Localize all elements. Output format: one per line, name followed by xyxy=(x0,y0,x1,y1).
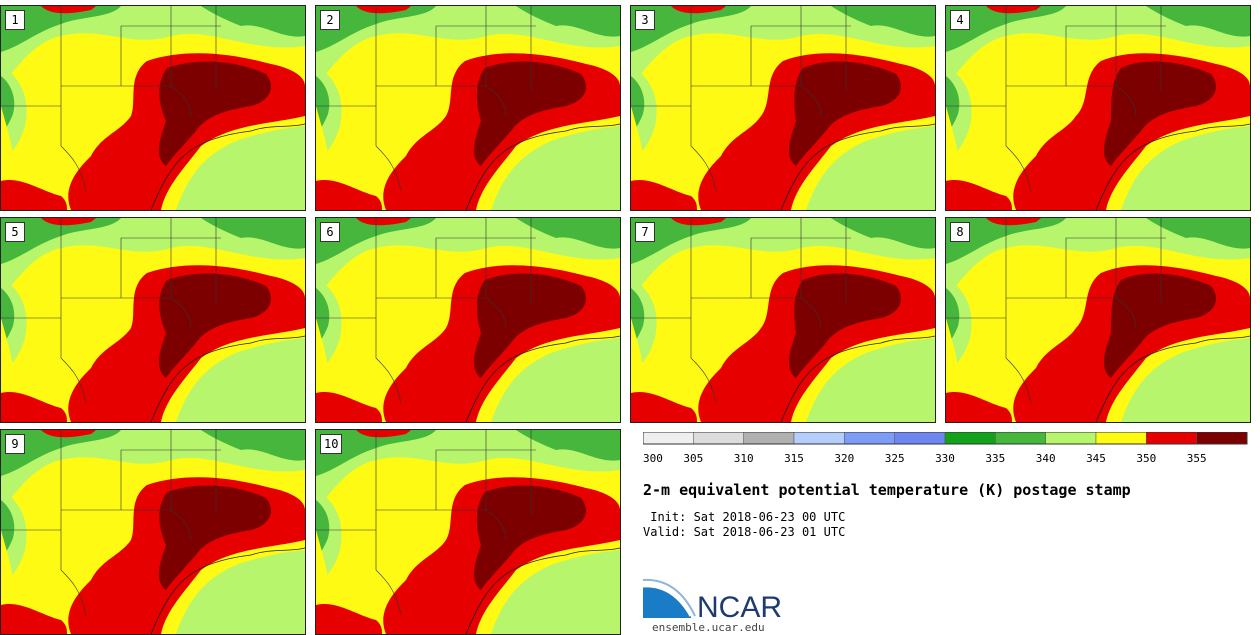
colorbar-tick-label: 300 xyxy=(643,452,663,465)
colorbar-swatch xyxy=(693,432,744,445)
member-label: 3 xyxy=(635,10,655,30)
member-label: 10 xyxy=(320,434,343,454)
member-panel-7: 7 xyxy=(630,217,936,423)
init-time: Init: Sat 2018-06-23 00 UTC xyxy=(643,510,846,524)
colorbar-swatch xyxy=(1045,432,1097,445)
member-label: 4 xyxy=(950,10,970,30)
member-panel-3: 3 xyxy=(630,5,936,211)
colorbar-tick-label: 355 xyxy=(1187,452,1207,465)
colorbar-tick-label: 315 xyxy=(784,452,804,465)
valid-time: Valid: Sat 2018-06-23 01 UTC xyxy=(643,525,846,539)
colorbar-tick-label: 320 xyxy=(834,452,854,465)
colorbar-tick-label: 310 xyxy=(734,452,754,465)
member-panel-10: 10 xyxy=(315,429,621,635)
member-panel-1: 1 xyxy=(0,5,306,211)
colorbar-swatch xyxy=(995,432,1046,445)
member-label: 7 xyxy=(635,222,655,242)
member-label: 9 xyxy=(5,434,25,454)
figure-title: 2-m equivalent potential temperature (K)… xyxy=(643,481,1131,499)
site-url: ensemble.ucar.edu xyxy=(652,621,765,634)
ncar-logo-text: NCAR xyxy=(697,591,782,622)
colorbar-swatch xyxy=(1146,432,1197,445)
colorbar-swatch xyxy=(944,432,996,445)
colorbar-tick-label: 350 xyxy=(1136,452,1156,465)
member-panel-2: 2 xyxy=(315,5,621,211)
colorbar-swatch xyxy=(643,432,694,445)
colorbar-tick-label: 325 xyxy=(885,452,905,465)
colorbar-swatch xyxy=(793,432,845,445)
colorbar-swatch xyxy=(894,432,946,445)
member-label: 1 xyxy=(5,10,25,30)
member-panel-8: 8 xyxy=(945,217,1251,423)
colorbar-tick-label: 330 xyxy=(935,452,955,465)
member-panel-5: 5 xyxy=(0,217,306,423)
colorbar-tick-label: 345 xyxy=(1086,452,1106,465)
member-label: 2 xyxy=(320,10,340,30)
colorbar-swatch xyxy=(844,432,895,445)
ncar-logo: NCAR xyxy=(643,578,782,622)
colorbar-swatch xyxy=(1095,432,1147,445)
member-panel-6: 6 xyxy=(315,217,621,423)
member-label: 5 xyxy=(5,222,25,242)
colorbar-tick-label: 340 xyxy=(1036,452,1056,465)
colorbar: 300 305 310 315 320 325 330 335 340 345 350 355 xyxy=(643,432,1248,465)
colorbar-swatch xyxy=(743,432,795,445)
member-label: 8 xyxy=(950,222,970,242)
colorbar-tick-label: 305 xyxy=(683,452,703,465)
member-panel-9: 9 xyxy=(0,429,306,635)
member-panel-4: 4 xyxy=(945,5,1251,211)
member-label: 6 xyxy=(320,222,340,242)
colorbar-tick-label: 335 xyxy=(985,452,1005,465)
colorbar-swatch xyxy=(1196,432,1248,445)
